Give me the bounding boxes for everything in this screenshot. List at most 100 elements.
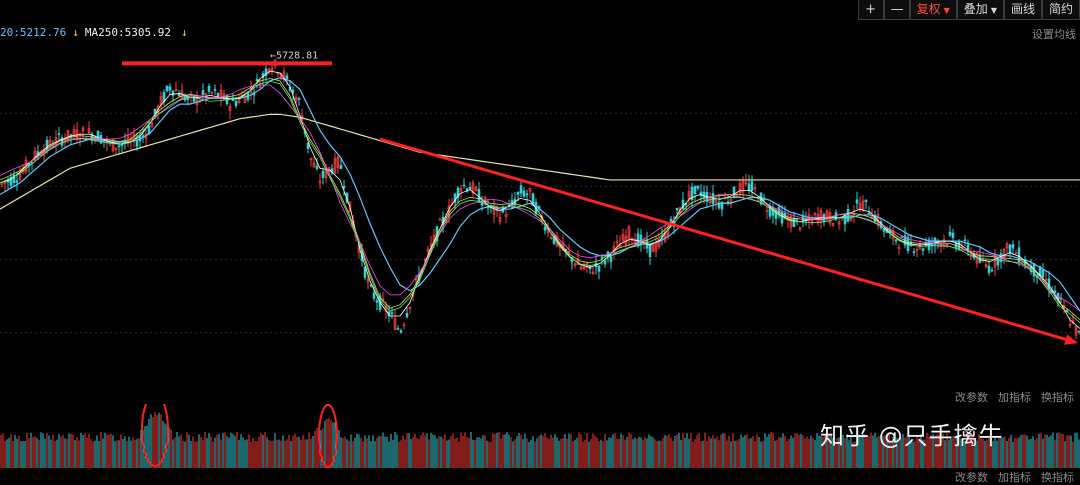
change-params-link[interactable]: 改参数 [955, 391, 988, 404]
candle-body [147, 126, 151, 134]
candle-body [402, 324, 406, 327]
candle-body [915, 249, 919, 251]
simple-button[interactable]: 简约 [1041, 0, 1080, 20]
ma60-line [0, 80, 1080, 324]
add-indicator-link[interactable]: 加指标 [998, 391, 1031, 404]
candle-body [798, 227, 802, 230]
ma250-line [0, 113, 1080, 210]
switch-indicator-link[interactable]: 换指标 [1041, 391, 1074, 404]
candle-body [597, 265, 601, 272]
candle-body [270, 67, 274, 72]
candle-body [690, 186, 694, 200]
candle-body [678, 207, 682, 215]
candle-body [621, 234, 625, 242]
candle-body [765, 209, 769, 212]
settings-ma-link[interactable]: 设置均线 [1032, 28, 1076, 41]
candle-body [243, 95, 247, 103]
candle-body [750, 181, 754, 191]
candle-body [867, 212, 871, 215]
candle-body [528, 187, 532, 192]
candle-body [519, 185, 523, 194]
candle-body [663, 231, 667, 242]
candle-body [720, 202, 724, 210]
candle-body [498, 216, 502, 223]
candle-body [174, 89, 178, 92]
candle-body [255, 78, 259, 81]
volume-chart [0, 404, 1080, 468]
candle-body [696, 185, 700, 189]
candle-body [393, 318, 397, 330]
trend-arrow-head [1064, 334, 1078, 345]
candle-body [12, 174, 16, 183]
candle-body [114, 147, 118, 150]
draw-button[interactable]: 画线 [1003, 0, 1042, 20]
candle-body [438, 219, 442, 221]
candle-body [699, 191, 703, 196]
candle-body [1014, 252, 1018, 255]
candle-body [993, 255, 997, 268]
candle-body [987, 265, 991, 274]
candle-body [504, 214, 508, 217]
candle-body [21, 169, 25, 173]
candle-body [18, 174, 22, 180]
candle-body [336, 156, 340, 168]
trend-arrow-line [379, 137, 1073, 343]
plus-icon[interactable]: + [857, 0, 884, 20]
candle-body [396, 328, 400, 330]
candle-body [297, 98, 301, 100]
candle-body [228, 105, 232, 111]
candle-body [366, 278, 370, 283]
candle-body [633, 238, 637, 245]
candle-body [375, 300, 379, 303]
candle-body [318, 181, 322, 184]
watermark: 知乎 @只手擒牛 [820, 422, 1004, 450]
candle-body [9, 176, 13, 186]
candle-body [81, 127, 85, 132]
candle-body [333, 158, 337, 173]
candle-body [927, 239, 931, 251]
candle-body [894, 239, 898, 242]
candle-body [582, 265, 586, 270]
add-indicator-link[interactable]: 加指标 [998, 471, 1031, 484]
overlay-button[interactable]: 叠加 ▼ [956, 0, 1004, 20]
candle-body [213, 88, 217, 91]
candle-body [825, 210, 829, 220]
candle-body [702, 191, 706, 199]
adjust-button[interactable]: 复权 ▼ [909, 0, 957, 20]
candle-body [615, 241, 619, 244]
candle-body [609, 256, 613, 262]
candle-body [468, 186, 472, 190]
candle-body [471, 182, 475, 194]
candle-body [276, 72, 280, 75]
ma10-line [0, 78, 1080, 321]
candle-body [315, 165, 319, 169]
candle-body [207, 86, 211, 92]
candle-body [930, 243, 934, 246]
candle-body [348, 201, 352, 213]
ma-legend: 20:5212.76 ↓ MA250:5305.92 ↓ [0, 26, 188, 39]
candle-body [1020, 261, 1024, 264]
candle-body [171, 90, 175, 96]
candle-body [111, 139, 115, 152]
candle-body [492, 204, 496, 215]
candle-body [984, 264, 988, 268]
candle-body [165, 85, 169, 92]
candle-body [1011, 244, 1015, 249]
candle-body [33, 150, 37, 161]
candle-body [87, 128, 91, 134]
candle-body [345, 192, 349, 203]
candle-body [693, 185, 697, 194]
candle-body [1077, 330, 1080, 333]
switch-indicator-link[interactable]: 换指标 [1041, 471, 1074, 484]
candle-body [1068, 324, 1072, 326]
change-params-link[interactable]: 改参数 [955, 471, 988, 484]
candle-body [627, 226, 631, 239]
adjust-label: 复权 [916, 2, 941, 16]
candle-body [309, 157, 313, 161]
chevron-down-icon: ▼ [990, 6, 997, 15]
minus-icon[interactable]: — [883, 0, 910, 20]
candle-body [714, 200, 718, 203]
candle-body [648, 244, 652, 258]
candle-body [399, 330, 403, 333]
candle-body [324, 168, 328, 179]
